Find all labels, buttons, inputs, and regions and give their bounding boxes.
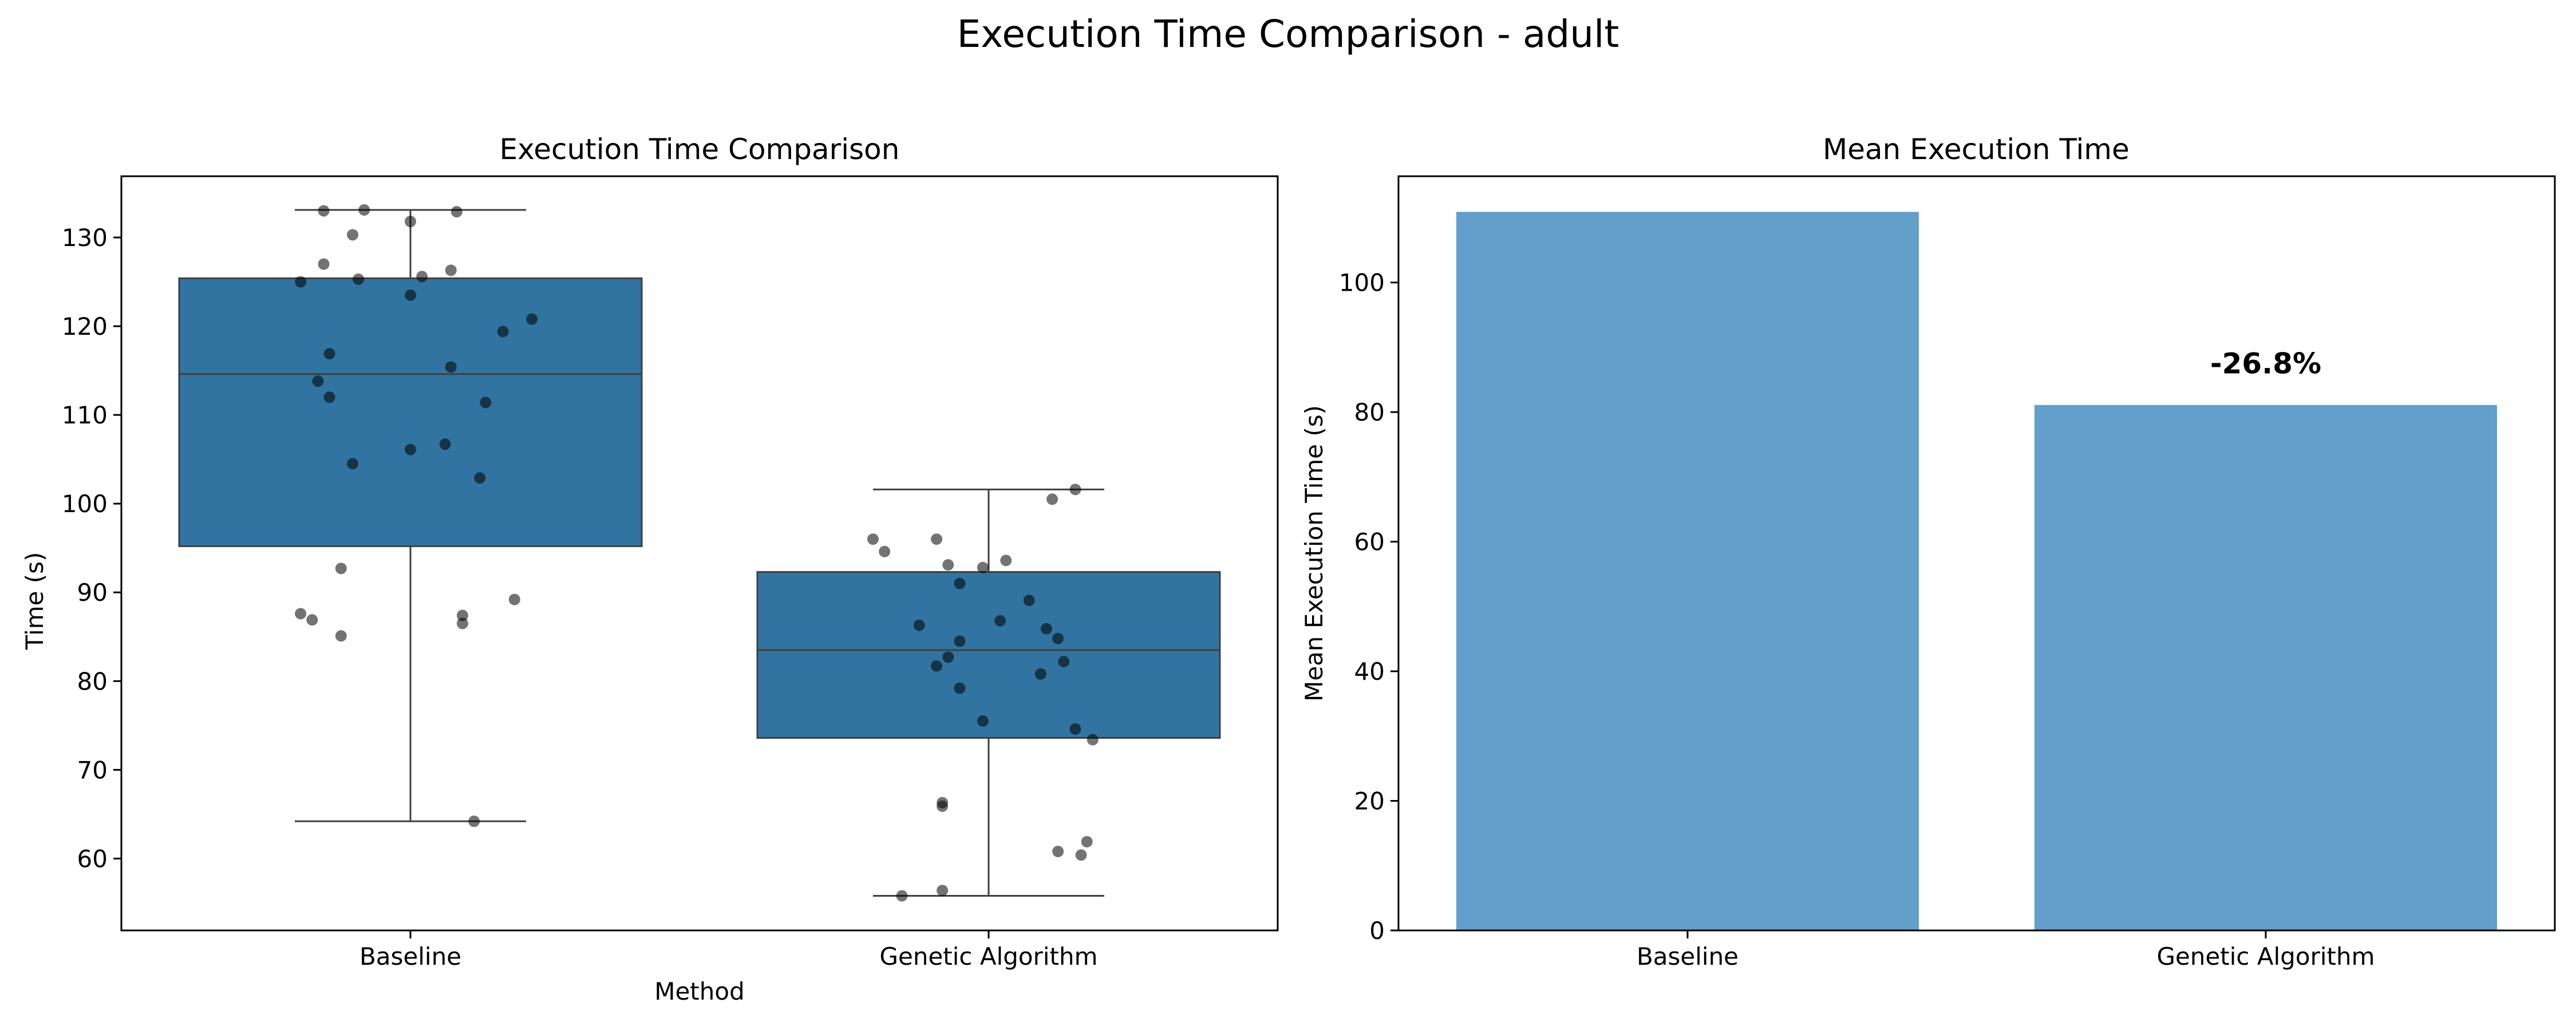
strip-point bbox=[954, 577, 966, 589]
strip-point bbox=[1069, 723, 1081, 735]
strip-point bbox=[1052, 632, 1064, 644]
box-x-axis: Baseline Genetic Algorithm bbox=[359, 930, 1098, 970]
bar-axes-frame bbox=[1397, 175, 2556, 932]
bar-y-tick-label: 100 bbox=[1339, 269, 1385, 297]
strip-point bbox=[295, 276, 307, 288]
strip-point bbox=[1052, 845, 1064, 857]
strip-point bbox=[994, 615, 1006, 627]
strip-point bbox=[312, 375, 324, 387]
strip-point bbox=[867, 533, 879, 545]
bar-data-label: -26.8% bbox=[2210, 347, 2321, 381]
strip-point bbox=[942, 559, 954, 571]
box-x-tick-label: Genetic Algorithm bbox=[879, 942, 1097, 970]
strip-point bbox=[1069, 484, 1081, 496]
box-y-tick-label: 80 bbox=[77, 667, 108, 695]
box-y-tick-label: 100 bbox=[62, 490, 108, 518]
strip-point bbox=[306, 614, 318, 626]
bar-y-tick-label: 60 bbox=[1354, 528, 1385, 556]
strip-point bbox=[335, 562, 347, 575]
bar-plot-area: -26.8% bbox=[1456, 212, 2497, 931]
bar-x-tick-label: Genetic Algorithm bbox=[2156, 942, 2374, 970]
strip-point bbox=[456, 617, 468, 629]
strip-point bbox=[445, 361, 457, 373]
box-plot-area bbox=[178, 204, 1221, 902]
bar-y-tick-label: 80 bbox=[1354, 398, 1385, 426]
strip-point bbox=[1058, 656, 1070, 668]
strip-point bbox=[1023, 595, 1035, 607]
strip-point bbox=[954, 682, 966, 694]
strip-point bbox=[1086, 734, 1099, 746]
strip-point bbox=[937, 800, 949, 812]
box-y-tick-label: 130 bbox=[62, 224, 108, 252]
bar bbox=[1456, 212, 1919, 931]
strip-point bbox=[323, 391, 335, 403]
strip-point bbox=[931, 533, 943, 545]
strip-point bbox=[896, 890, 908, 902]
bar-y-tick-label: 0 bbox=[1369, 917, 1385, 945]
box-iqr-rect bbox=[178, 277, 643, 548]
strip-point bbox=[318, 205, 330, 217]
strip-point bbox=[1075, 849, 1087, 861]
strip-point bbox=[451, 206, 463, 218]
strip-point bbox=[1000, 554, 1012, 566]
strip-point bbox=[1046, 493, 1058, 505]
strip-point bbox=[879, 545, 891, 557]
box-axes-frame bbox=[120, 175, 1279, 932]
strip-point bbox=[347, 458, 358, 470]
strip-point bbox=[474, 472, 486, 484]
bar-y-axis-label: Mean Execution Time (s) bbox=[1300, 405, 1328, 702]
strip-point bbox=[508, 593, 520, 605]
bar bbox=[2034, 405, 2497, 930]
strip-point bbox=[1034, 668, 1046, 680]
box-x-axis-label: Method bbox=[654, 977, 745, 1005]
bar-y-tick-label: 40 bbox=[1354, 657, 1385, 686]
strip-point bbox=[456, 609, 468, 621]
strip-point bbox=[497, 326, 509, 338]
strip-point bbox=[295, 608, 307, 620]
box-iqr-rect bbox=[756, 571, 1221, 739]
bar-chart-title: Mean Execution Time bbox=[1823, 133, 2129, 166]
strip-point bbox=[353, 273, 365, 285]
strip-point bbox=[347, 229, 358, 241]
strip-point bbox=[416, 271, 428, 283]
strip-point bbox=[937, 885, 949, 897]
strip-point bbox=[977, 561, 989, 573]
bar-y-axis: 0 20 40 60 80 100 bbox=[1339, 269, 1398, 945]
box-y-axis-label: Time (s) bbox=[21, 552, 49, 651]
box-chart-title: Execution Time Comparison bbox=[500, 133, 900, 166]
strip-point bbox=[335, 630, 347, 642]
strip-point bbox=[445, 264, 457, 276]
strip-point bbox=[405, 216, 416, 228]
box-x-tick-label: Baseline bbox=[359, 942, 461, 970]
strip-point bbox=[954, 635, 966, 647]
bar-x-axis: Baseline Genetic Algorithm bbox=[1637, 930, 2375, 970]
strip-point bbox=[913, 619, 925, 631]
box-y-tick-label: 60 bbox=[77, 845, 108, 873]
strip-point bbox=[480, 397, 492, 409]
strip-point bbox=[318, 258, 330, 270]
strip-point bbox=[1081, 835, 1093, 847]
bar-x-tick-label: Baseline bbox=[1637, 942, 1739, 970]
bar-y-tick-label: 20 bbox=[1354, 787, 1385, 815]
box-plot-chart: Execution Time Comparison 60 70 80 90 100 110… bbox=[21, 133, 1279, 1005]
strip-point bbox=[405, 443, 416, 455]
strip-point bbox=[1041, 623, 1052, 635]
box-y-tick-label: 120 bbox=[62, 312, 108, 340]
strip-point bbox=[942, 651, 954, 663]
strip-point bbox=[358, 204, 370, 216]
strip-point bbox=[405, 289, 416, 301]
strip-point bbox=[526, 313, 538, 325]
box-y-tick-label: 110 bbox=[62, 401, 108, 429]
box-y-axis: 60 70 80 90 100 110 120 130 bbox=[62, 224, 121, 873]
strip-point bbox=[439, 438, 451, 450]
strip-point bbox=[323, 348, 335, 360]
strip-point bbox=[977, 715, 989, 727]
box-y-tick-label: 90 bbox=[77, 579, 108, 607]
strip-point bbox=[468, 815, 480, 827]
box-y-tick-label: 70 bbox=[77, 756, 108, 784]
strip-point bbox=[931, 660, 943, 672]
figure-suptitle: Execution Time Comparison - adult bbox=[957, 12, 1619, 56]
